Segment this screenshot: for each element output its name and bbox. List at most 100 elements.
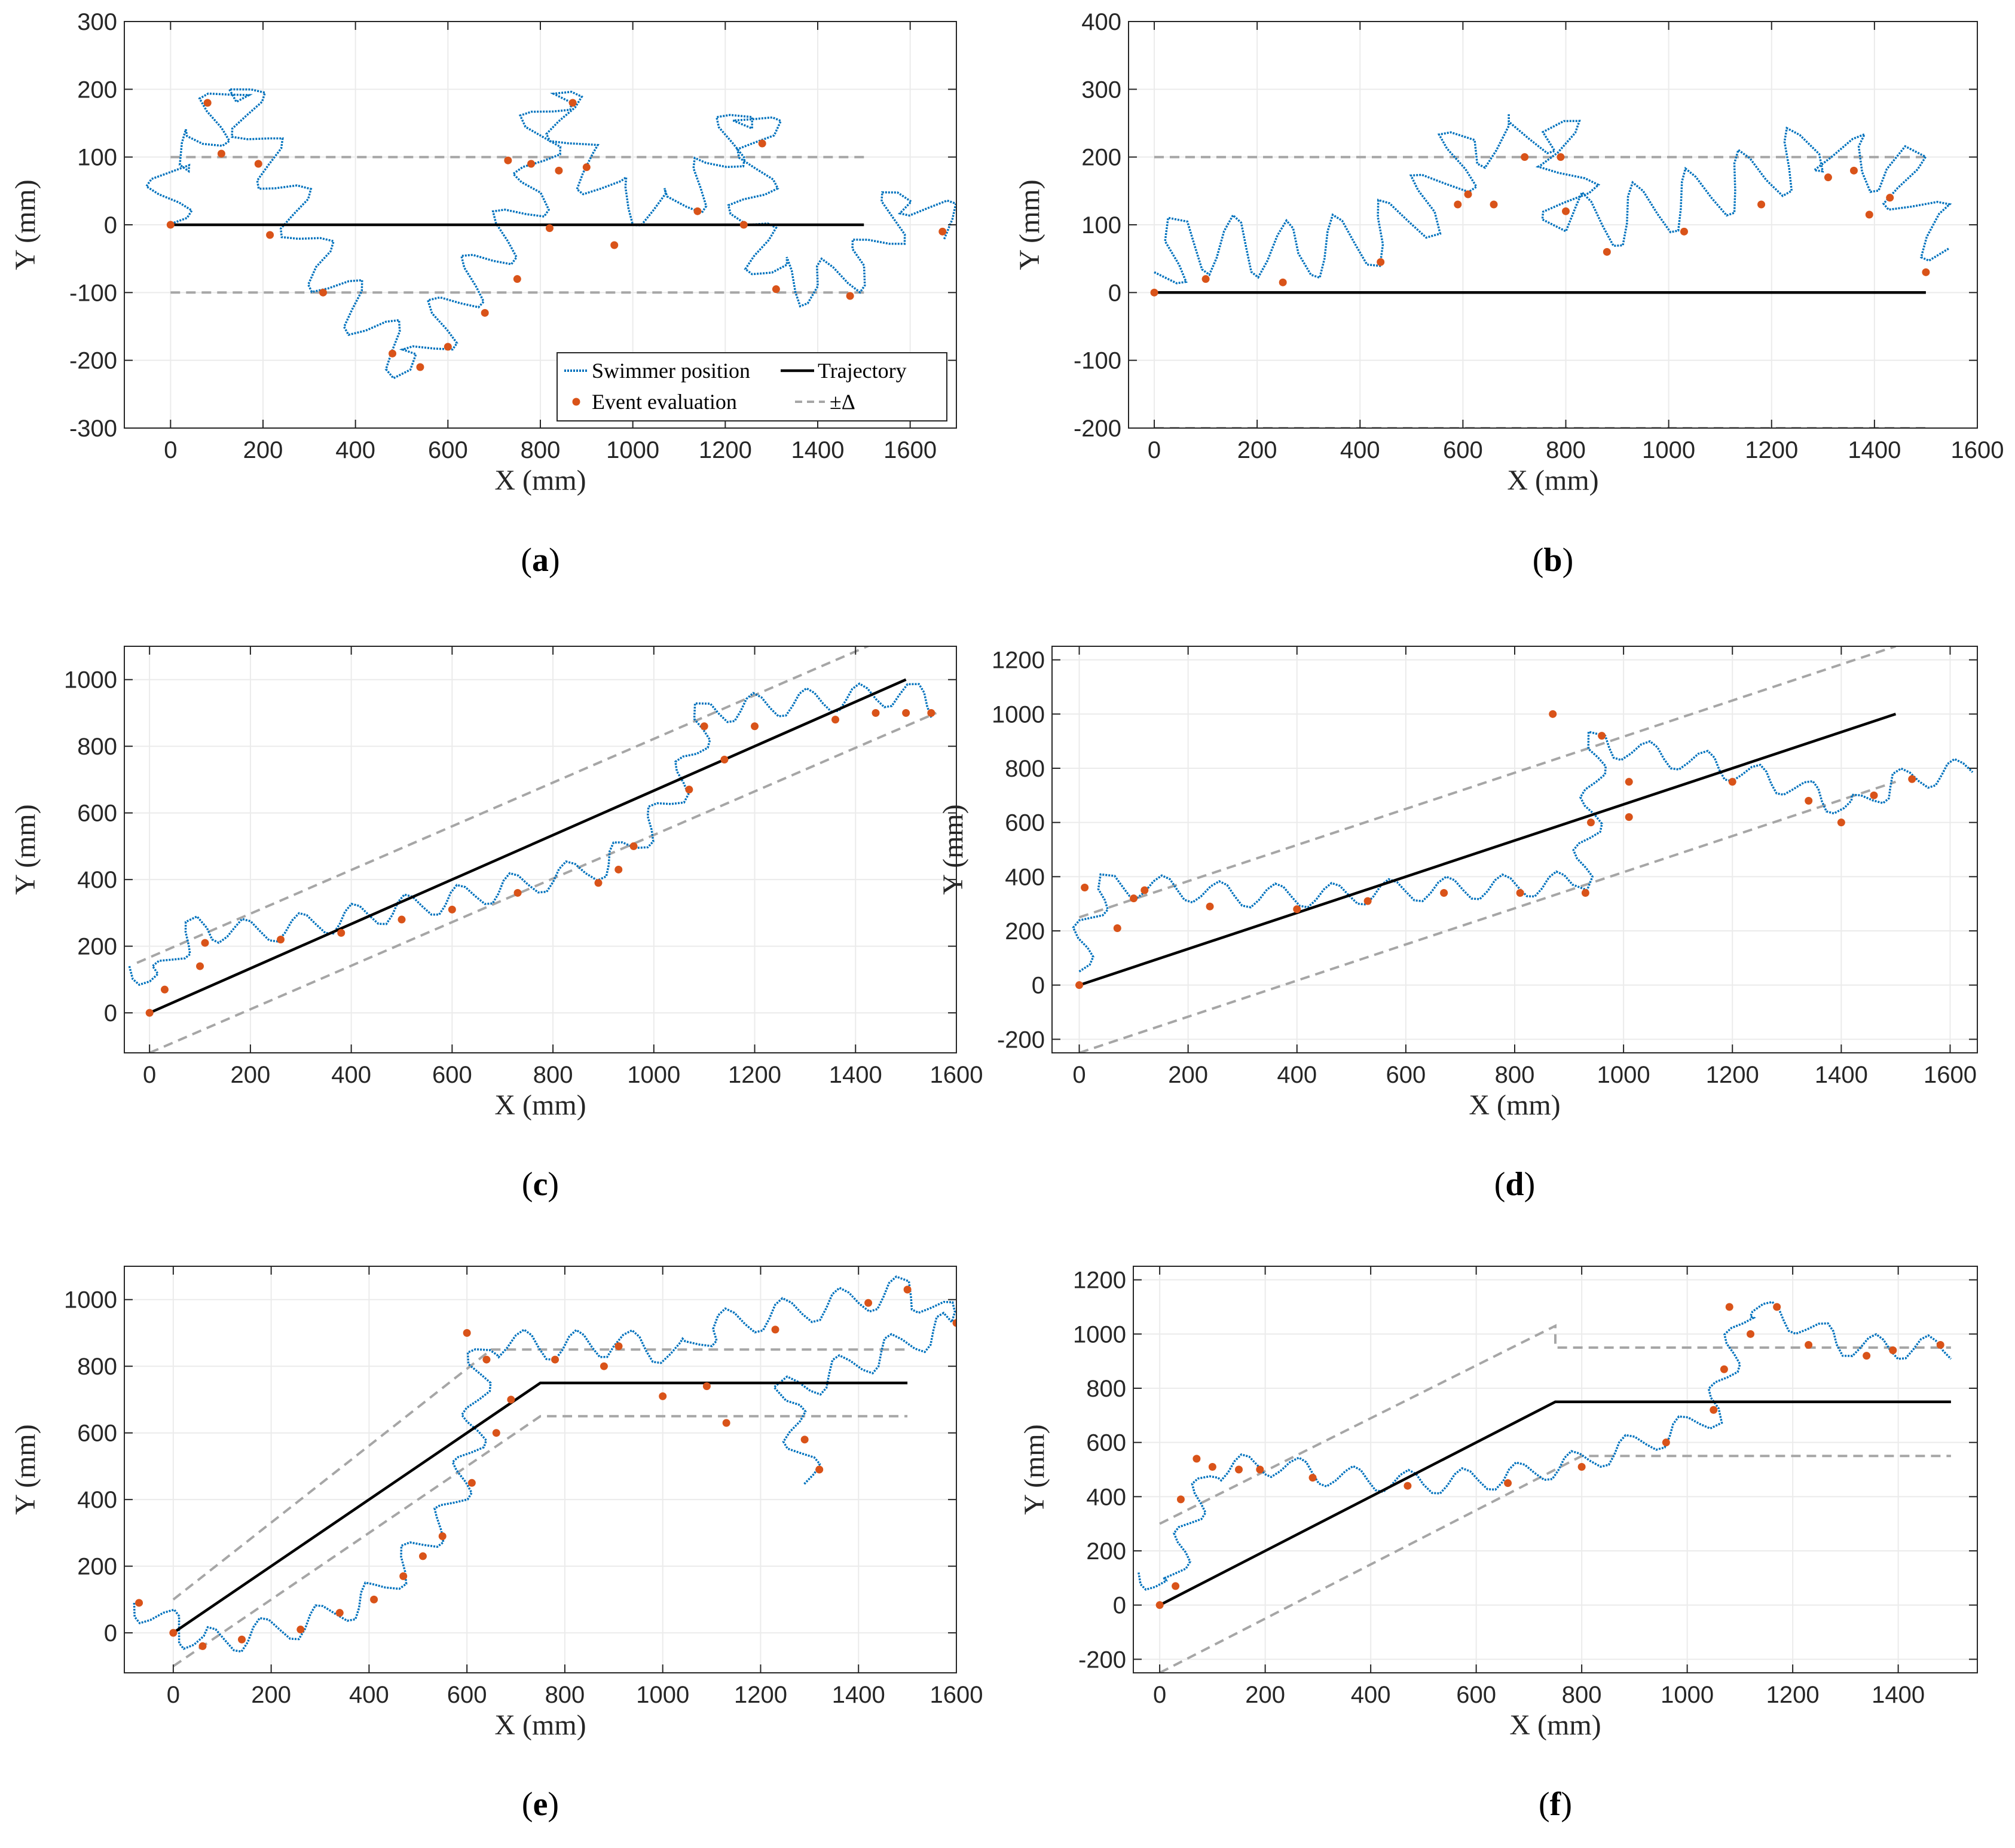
y-axis-label: Y (mm) — [10, 1424, 41, 1515]
event-evaluation-point — [1206, 902, 1214, 911]
y-tick-label: 1000 — [64, 667, 117, 694]
y-tick-label: 800 — [1005, 756, 1045, 782]
x-tick-label: 400 — [1277, 1062, 1317, 1088]
x-tick-label: 1400 — [832, 1682, 885, 1708]
event-evaluation-point — [758, 139, 766, 148]
x-tick-label: 200 — [1168, 1062, 1208, 1088]
event-evaluation-point — [217, 149, 225, 158]
y-tick-label: -300 — [69, 416, 117, 442]
event-evaluation-point — [1176, 1495, 1185, 1504]
y-tick-label: 800 — [77, 1354, 117, 1380]
event-evaluation-point — [610, 241, 619, 249]
event-evaluation-point — [1208, 1462, 1216, 1471]
delta-bound-line — [1078, 646, 1897, 919]
x-tick-label: 200 — [1237, 437, 1277, 463]
event-evaluation-point — [1235, 1465, 1243, 1474]
chart-panel-b: 0 200 400 600 800 1000 1200 1400 1600 -200 -100 0 10… — [1014, 9, 2004, 579]
y-axis-label: Y (mm) — [10, 804, 41, 895]
x-tick-label: 1400 — [1815, 1062, 1868, 1088]
event-evaluation-point — [448, 905, 456, 914]
event-evaluation-point — [337, 928, 345, 937]
event-evaluation-point — [1757, 200, 1766, 209]
event-evaluation-point — [1747, 1330, 1755, 1338]
trajectory-line — [1078, 713, 1897, 986]
plot-content — [1138, 1300, 1952, 1673]
event-evaluation-point — [772, 285, 780, 294]
event-evaluation-point — [1577, 1462, 1586, 1471]
x-tick-label: 1400 — [1872, 1682, 1925, 1708]
x-tick-label: 1600 — [1924, 1062, 1977, 1088]
event-evaluation-point — [1598, 732, 1606, 740]
y-tick-label: 0 — [1113, 1593, 1126, 1619]
event-evaluation-point — [1936, 1340, 1944, 1349]
event-evaluation-point — [1581, 889, 1589, 897]
x-tick-label: 200 — [231, 1062, 271, 1088]
event-evaluation-point — [1908, 775, 1916, 783]
y-tick-label: 0 — [1032, 973, 1045, 999]
x-axis-label: X (mm) — [1469, 1089, 1560, 1121]
chart-panel-e: 0 200 400 600 800 1000 1200 1400 1600 0 200 400 600 8… — [10, 1266, 983, 1823]
x-tick-label: 1000 — [627, 1062, 680, 1088]
x-tick-label: 1200 — [734, 1682, 787, 1708]
x-tick-label: 0 — [1153, 1682, 1166, 1708]
y-tick-label: -200 — [69, 348, 117, 374]
x-tick-label: 1000 — [1597, 1062, 1650, 1088]
x-tick-label: 1000 — [1642, 437, 1695, 463]
event-evaluation-point — [513, 275, 521, 283]
trajectory-line — [149, 678, 907, 1015]
event-evaluation-point — [416, 363, 424, 371]
delta-bound-line — [1159, 1324, 1951, 1525]
plot-area — [124, 1266, 956, 1673]
event-evaluation-point — [1625, 813, 1633, 821]
x-tick-label: 1600 — [1951, 437, 2004, 463]
legend: Swimmer position Trajectory Event evaluati… — [557, 352, 947, 421]
y-tick-label: 1000 — [992, 701, 1045, 728]
y-axis-label: Y (mm) — [1019, 1424, 1050, 1515]
y-tick-label: 400 — [1081, 9, 1121, 35]
x-tick-label: 400 — [335, 437, 375, 463]
event-evaluation-point — [160, 985, 169, 994]
x-tick-label: 600 — [447, 1682, 487, 1708]
event-evaluation-point — [1279, 278, 1287, 286]
x-tick-label: 1400 — [791, 437, 845, 463]
x-tick-label: 0 — [1148, 437, 1161, 463]
event-evaluation-point — [800, 1435, 809, 1444]
event-evaluation-point — [1720, 1365, 1728, 1373]
event-evaluation-point — [1824, 173, 1832, 182]
y-tick-label: 0 — [104, 1620, 117, 1647]
event-evaluation-point — [1172, 1582, 1180, 1590]
event-evaluation-point — [1557, 153, 1565, 161]
event-evaluation-point — [1586, 818, 1595, 827]
event-evaluation-point — [1081, 883, 1089, 891]
chart-panel-a: 0 200 400 600 800 1000 1200 1400 1600-300-200-10… — [10, 9, 957, 579]
x-axis-label: X (mm) — [494, 1709, 586, 1741]
y-tick-label: 200 — [1081, 145, 1121, 171]
x-tick-label: 1200 — [1766, 1682, 1820, 1708]
y-tick-label: 600 — [1086, 1430, 1126, 1456]
delta-bound-line — [172, 1415, 908, 1667]
x-tick-label: 400 — [331, 1062, 371, 1088]
legend-box — [557, 352, 947, 421]
event-evaluation-point — [771, 1325, 779, 1334]
event-evaluation-point — [370, 1595, 378, 1603]
event-evaluation-point — [568, 99, 577, 107]
event-evaluation-point — [1150, 288, 1158, 297]
event-evaluation-point — [201, 939, 209, 947]
event-evaluation-point — [545, 224, 554, 233]
event-evaluation-point — [335, 1609, 344, 1617]
event-evaluation-point — [527, 160, 536, 168]
event-evaluation-point — [1662, 1438, 1670, 1447]
x-tick-label: 1400 — [1848, 437, 1901, 463]
event-evaluation-point — [722, 1419, 730, 1427]
event-evaluation-point — [815, 1465, 824, 1474]
x-tick-label: 400 — [1340, 437, 1380, 463]
subfigure-label: (c) — [522, 1166, 559, 1203]
event-evaluation-point — [1865, 210, 1873, 219]
x-tick-label: 200 — [243, 437, 283, 463]
x-tick-label: 600 — [432, 1062, 472, 1088]
plot-content — [145, 88, 956, 380]
y-tick-label: 800 — [1086, 1376, 1126, 1402]
chart-panel-d: 0 200 400 600 800 1000 1200 1400 1600 -200 0 200 400… — [937, 646, 1978, 1203]
event-evaluation-point — [1363, 897, 1372, 905]
axes-box — [124, 646, 957, 1053]
